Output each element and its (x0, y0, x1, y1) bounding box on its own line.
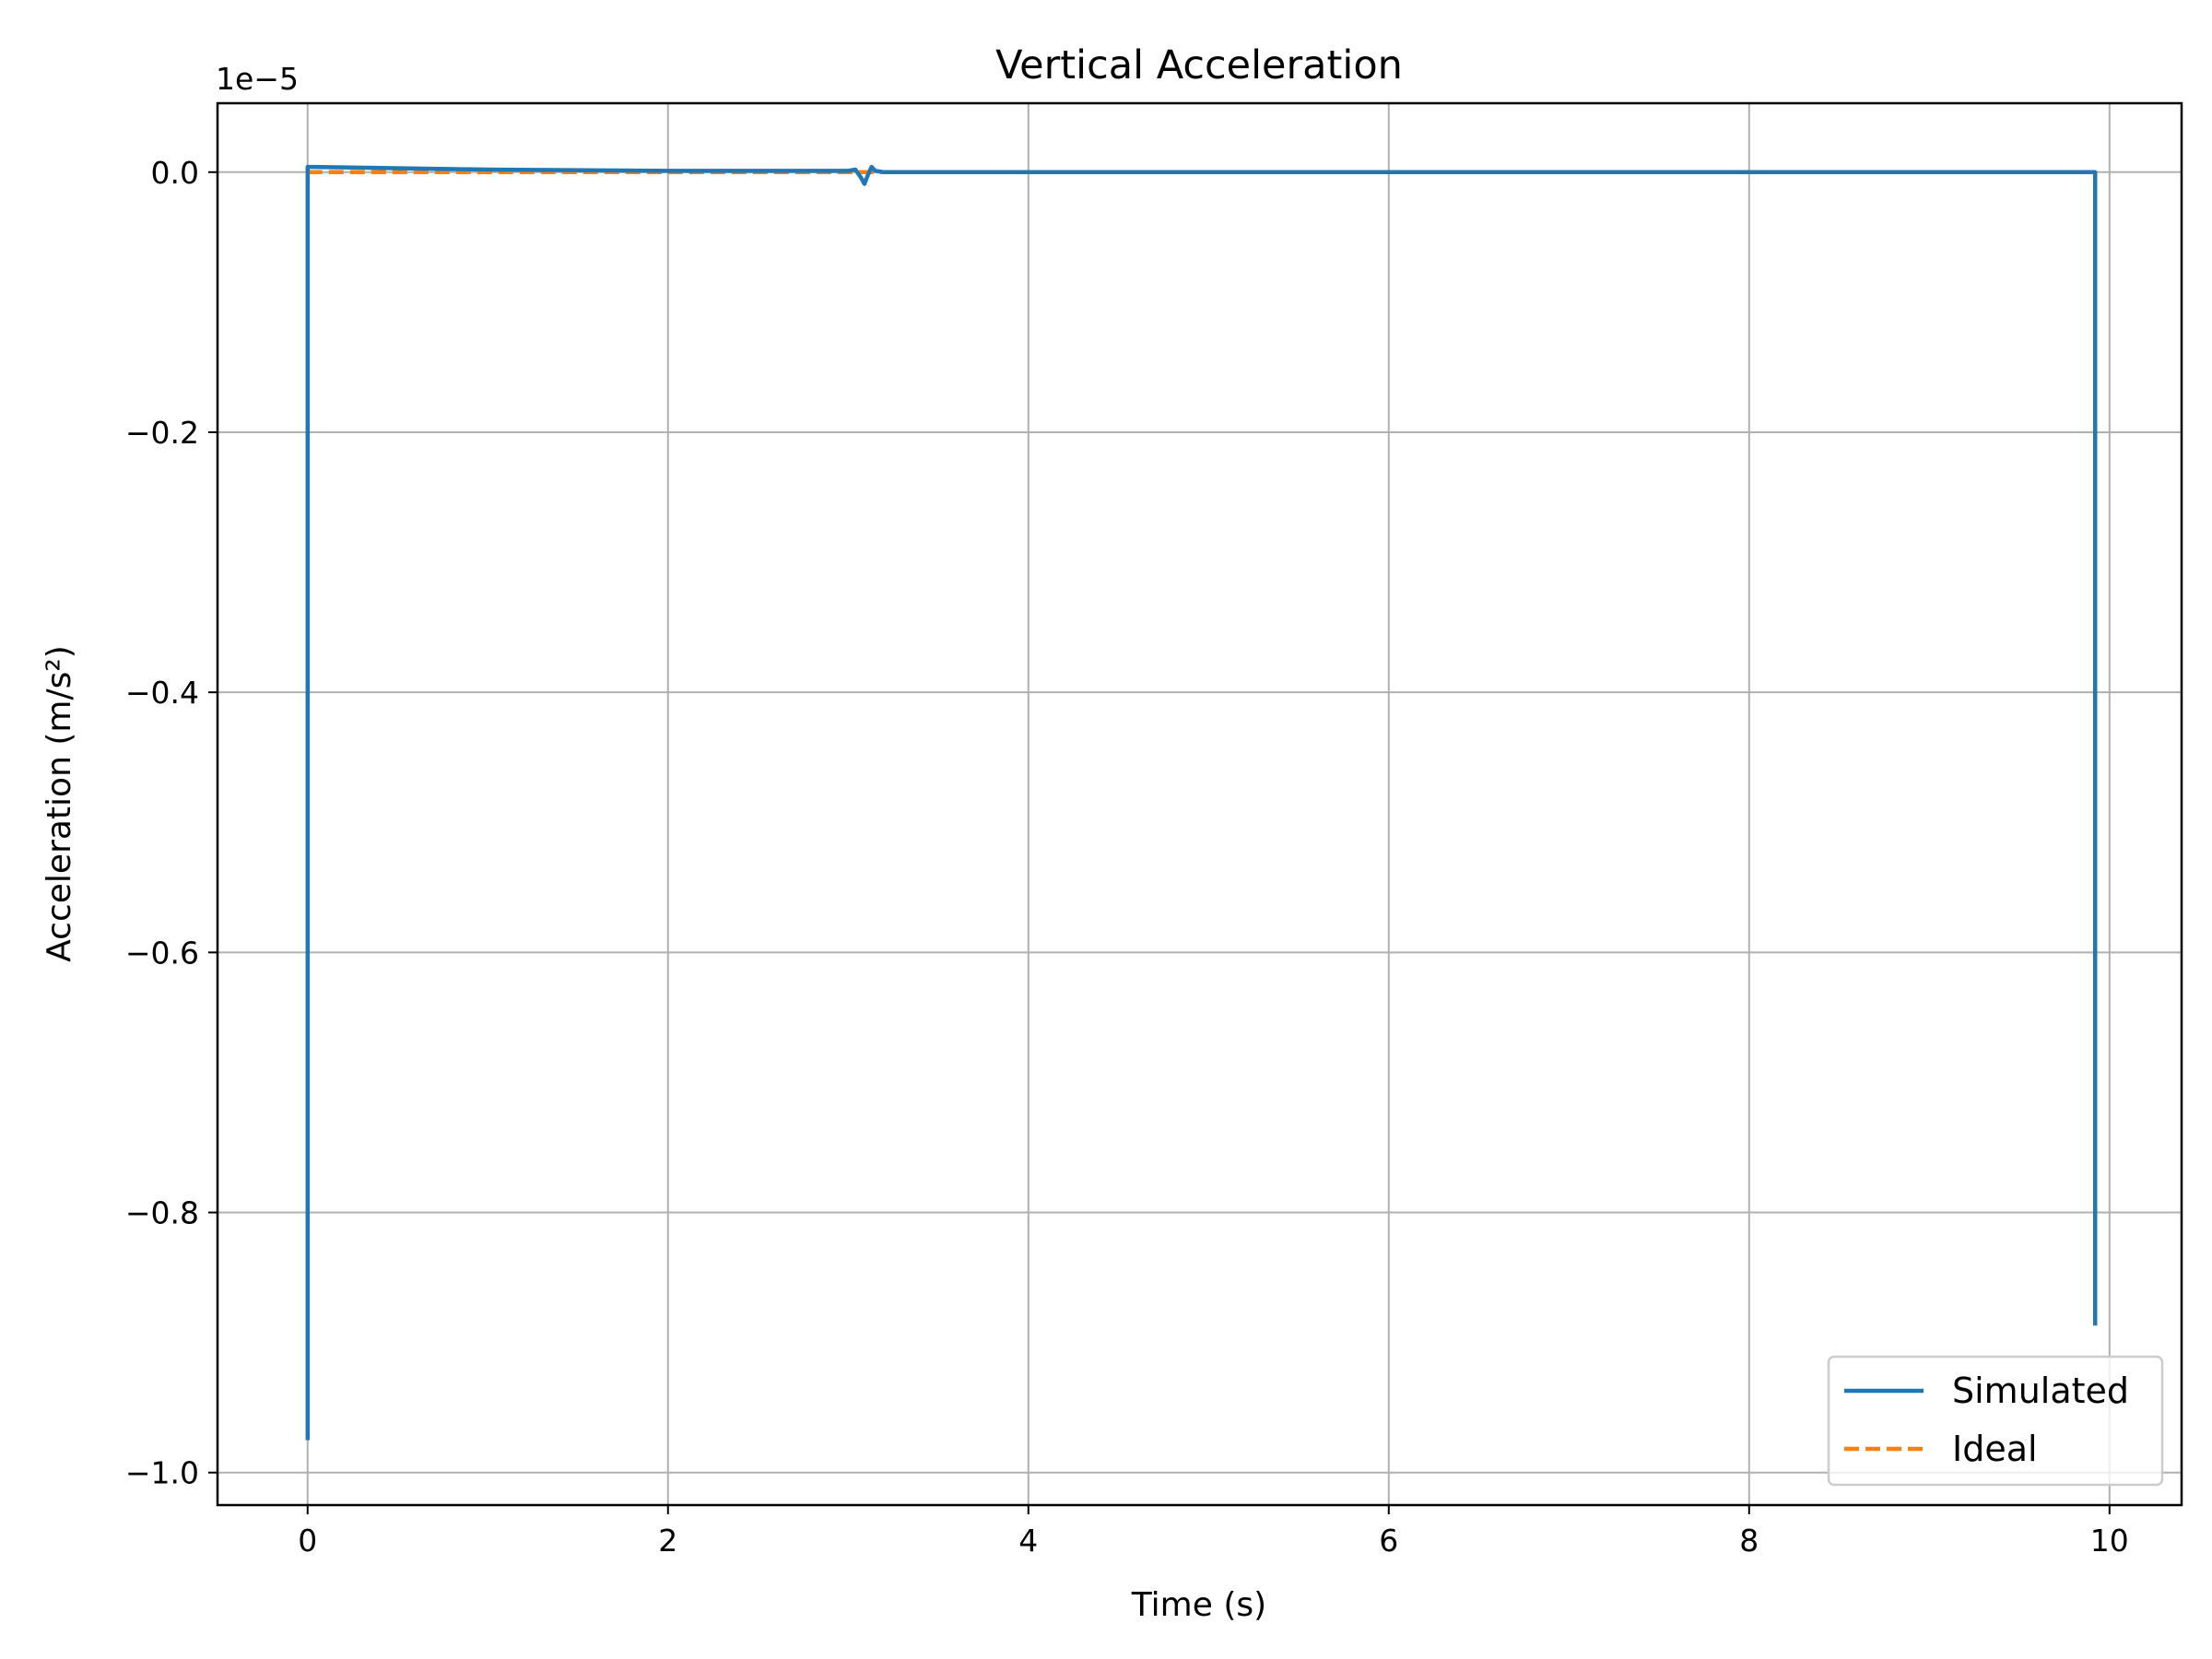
x-tick-label: 8 (1739, 1523, 1759, 1559)
y-tick-label: 0.0 (151, 155, 199, 191)
legend-label-simulated: Simulated (1952, 1371, 2129, 1411)
chart-title: Vertical Acceleration (995, 42, 1403, 88)
x-tick-label: 0 (298, 1523, 317, 1559)
series-line-simulated (305, 164, 2098, 1441)
legend: Simulated Ideal (1827, 1355, 2164, 1487)
x-tick-label: 10 (2090, 1523, 2129, 1559)
legend-label-ideal: Ideal (1952, 1429, 2038, 1469)
axis-ticks: 0 2 4 6 8 10 0.0 −0.2 −0.4 −0.6 −0.8 −1.0 (125, 155, 2129, 1559)
y-axis-offset-text: 1e−5 (216, 61, 299, 97)
grid-lines (218, 103, 2182, 1505)
plot-frame (216, 101, 2183, 1507)
y-tick-label: −0.8 (125, 1195, 199, 1231)
y-tick-label: −0.6 (125, 935, 199, 971)
y-axis-label: Acceleration (m/s²) (41, 645, 78, 962)
x-axis-label: Time (s) (1131, 1586, 1266, 1624)
y-tick-label: −0.4 (125, 675, 199, 711)
series-lines (305, 164, 2098, 1441)
y-tick-label: −1.0 (125, 1455, 199, 1491)
x-tick-label: 6 (1379, 1523, 1398, 1559)
x-tick-label: 4 (1018, 1523, 1038, 1559)
y-tick-label: −0.2 (125, 415, 199, 451)
x-tick-label: 2 (658, 1523, 677, 1559)
